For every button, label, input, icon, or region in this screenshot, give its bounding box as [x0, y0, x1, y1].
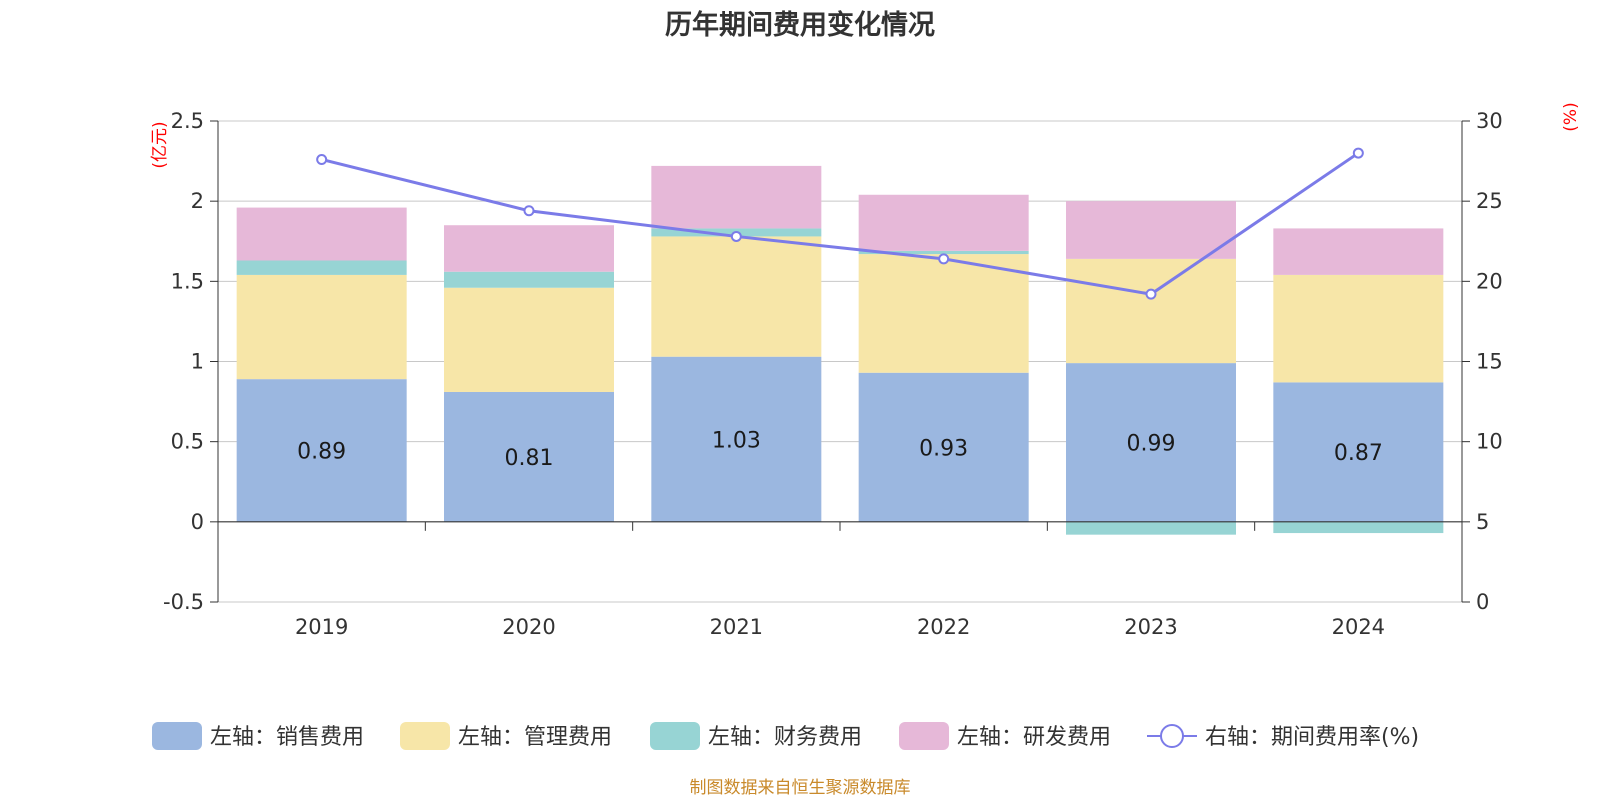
- bar-segment: [1066, 363, 1236, 522]
- legend: 左轴：销售费用 左轴：管理费用 左轴：财务费用 左轴：研发费用 右轴：期间费用率(%): [152, 722, 1419, 750]
- rate-line-point: [523, 205, 535, 217]
- bar-segment: [236, 274, 407, 380]
- x-axis-tick-label: 2020: [502, 615, 555, 639]
- bar-segment: [651, 236, 822, 357]
- legend-swatch: [650, 722, 700, 750]
- legend-label: 左轴：研发费用: [957, 725, 1111, 750]
- legend-marker: [1160, 724, 1184, 748]
- bar-segment: [444, 287, 614, 392]
- left-axis-tick-label: 1: [191, 350, 204, 374]
- bar-segment: [651, 356, 822, 522]
- x-axis-tick-label: 2021: [710, 615, 763, 639]
- legend-swatch: [899, 722, 949, 750]
- bar-segment: [858, 372, 1029, 522]
- right-axis-tick-label: 15: [1476, 350, 1503, 374]
- legend-label: 左轴：管理费用: [458, 725, 612, 750]
- bar-segment: [236, 260, 407, 275]
- right-axis-unit: (%): [1561, 102, 1581, 131]
- right-axis-tick-label: 10: [1476, 430, 1503, 454]
- x-axis-tick-label: 2019: [295, 615, 348, 639]
- bar-segment: [444, 225, 614, 272]
- bar-segment: [858, 250, 1029, 255]
- rate-line-point: [938, 253, 950, 265]
- left-axis-tick-label: 0: [191, 510, 204, 534]
- left-axis-tick-label: 2: [191, 189, 204, 213]
- legend-label: 右轴：期间费用率(%): [1205, 725, 1419, 750]
- bar-data-label: 0.81: [505, 446, 554, 471]
- right-axis-tick-label: 25: [1476, 189, 1503, 213]
- bar-segment: [651, 165, 822, 229]
- bar-segment: [1066, 258, 1236, 364]
- bar-segment: [1273, 521, 1444, 534]
- bar-segment: [858, 194, 1029, 251]
- bar-segment: [1066, 201, 1236, 259]
- bar-data-label: 1.03: [712, 428, 761, 453]
- legend-swatch: [400, 722, 450, 750]
- source-note: 制图数据来自恒生聚源数据库: [690, 778, 911, 798]
- right-axis-tick-label: 5: [1476, 510, 1489, 534]
- bar-segment: [858, 254, 1029, 373]
- left-axis-tick-label: 1.5: [171, 269, 204, 293]
- bar-segment: [236, 207, 407, 261]
- bar-segment: [1273, 382, 1444, 522]
- bar-segment: [444, 391, 614, 522]
- bar-data-label: 0.87: [1334, 441, 1383, 466]
- rate-line-path: [321, 151, 1360, 296]
- chart-title: 历年期间费用变化情况: [665, 9, 935, 41]
- rate-line-point: [1145, 288, 1157, 300]
- rate-line-point: [730, 230, 742, 242]
- bar-segment: [1066, 521, 1236, 535]
- right-axis-tick-label: 30: [1476, 109, 1503, 133]
- bars: 0.89 0.81 1.03 0.93 0.99 0.87: [236, 165, 1444, 535]
- x-axis-tick-label: 2022: [917, 615, 970, 639]
- legend-label: 左轴：财务费用: [708, 725, 862, 750]
- bar-segment: [1273, 274, 1444, 383]
- grid-lines: [218, 120, 1462, 603]
- bar-segment: [1273, 228, 1444, 275]
- left-axis-tick-label: 0.5: [171, 430, 204, 454]
- axes: -0.5 0 0.5 1 1.5 2 2.5(亿元) 0 5 10 15 20 25 30 (%) 2019 2…: [150, 102, 1581, 639]
- left-axis-unit: (亿元): [150, 121, 170, 168]
- legend-label: 左轴：销售费用: [210, 725, 364, 750]
- rate-line-point: [316, 153, 328, 165]
- x-axis-tick-label: 2023: [1124, 615, 1177, 639]
- bar-segment: [444, 271, 614, 288]
- legend-swatch: [152, 722, 202, 750]
- bar-segment: [236, 379, 407, 522]
- bar-data-label: 0.99: [1127, 431, 1176, 456]
- x-axis-tick-label: 2024: [1332, 615, 1385, 639]
- left-axis-tick-label: 2.5: [171, 109, 204, 133]
- bar-data-label: 0.93: [919, 436, 968, 461]
- right-axis-tick-label: 20: [1476, 269, 1503, 293]
- rate-line-point: [1352, 147, 1364, 159]
- left-axis-tick-label: -0.5: [163, 590, 204, 614]
- rate-line: [316, 147, 1364, 300]
- right-axis-tick-label: 0: [1476, 590, 1489, 614]
- bar-data-label: 0.89: [297, 439, 346, 464]
